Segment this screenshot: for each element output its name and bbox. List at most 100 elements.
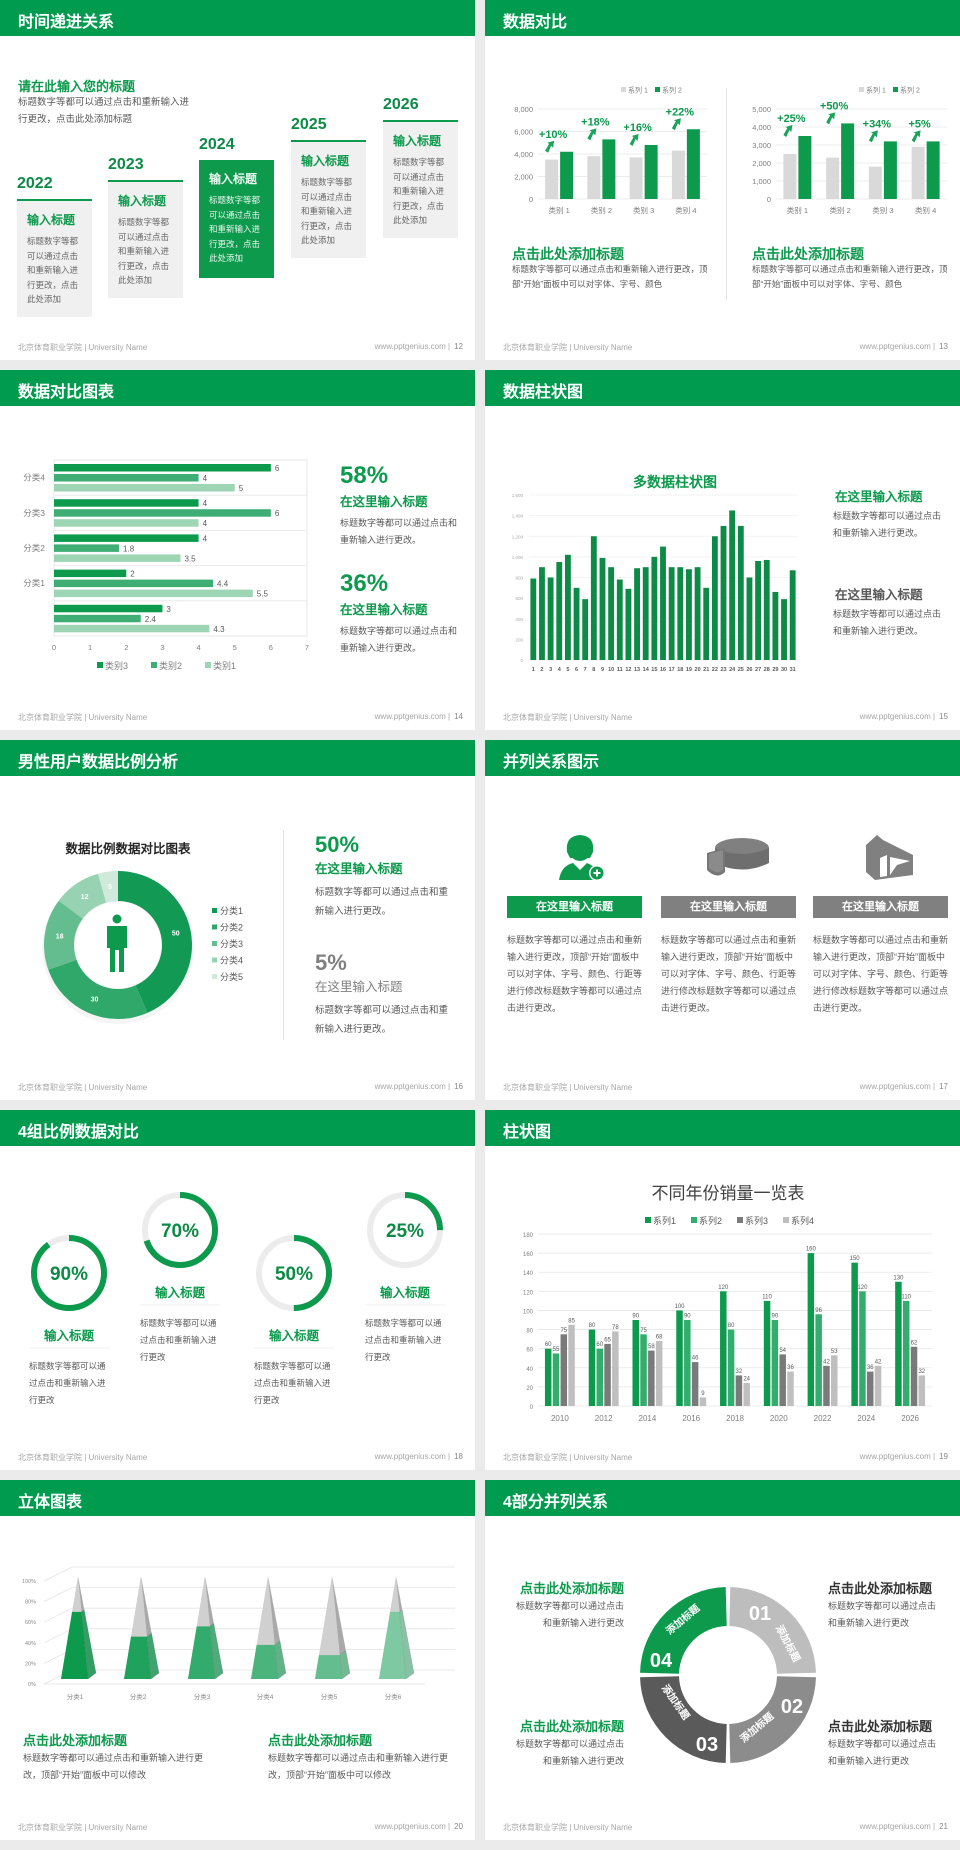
x-tick-label: 9 — [601, 667, 604, 673]
item-body[interactable]: 标题数字等都可以通过点击和重新输入进行更改，顶部“开始”面板中可以对字体、字号、… — [661, 935, 797, 1013]
x-tick-label: 31 — [790, 667, 796, 673]
bar — [629, 157, 643, 199]
x-tick-label: 2024 — [857, 1414, 875, 1423]
stat-value: 50% — [315, 832, 360, 857]
legend-swatch — [645, 1217, 651, 1223]
item-title-bar[interactable]: 在这里输入标题 — [507, 896, 642, 918]
block-heading[interactable]: 点击此处添加标题 — [23, 1733, 128, 1748]
block-heading[interactable]: 点击此处添加标题 — [519, 1719, 624, 1734]
bar — [703, 587, 710, 660]
stat-body[interactable]: 标题数字等都可以通过点击和重新输入进行更改。 — [315, 1005, 449, 1035]
item-body[interactable]: 标题数字等都可以通过点击和重新输入进行更改 — [29, 1361, 106, 1405]
y-tick-label: 160 — [523, 1252, 534, 1258]
item-heading[interactable]: 输入标题 — [268, 1329, 319, 1343]
legend-swatch — [859, 87, 864, 92]
x-tick-label: 29 — [772, 667, 778, 673]
x-tick-label: 16 — [660, 667, 666, 673]
bar — [640, 1334, 647, 1406]
stat-heading[interactable]: 在这里输入标题 — [340, 603, 428, 617]
block-body[interactable]: 标题数字等都可以通过点击和重新输入进行更改。 — [833, 609, 942, 636]
stat-body[interactable]: 标题数字等都可以通过点击和重新输入进行更改。 — [340, 518, 458, 545]
site-text: www.pptgenius.com | — [374, 1822, 451, 1831]
bar — [686, 129, 700, 199]
stat-body[interactable]: 标题数字等都可以通过点击和重新输入进行更改。 — [315, 887, 449, 917]
bar — [823, 1365, 830, 1406]
block-body[interactable]: 标题数字等都可以通过点击和重新输入进行更改，顶部“开始”面板中可以对字体、字号、… — [512, 264, 708, 289]
subtitle-desc[interactable]: 标题数字等都可以通过点击和重新输入进行更改，点击此处添加标题 — [18, 97, 190, 125]
x-tick-label: 7 — [584, 667, 587, 673]
item-body[interactable]: 标题数字等都可以通过点击和重新输入进行更改，顶部“开始”面板中可以对字体、字号、… — [507, 935, 643, 1013]
block-heading[interactable]: 点击此处添加标题 — [268, 1733, 373, 1748]
block-body[interactable]: 标题数字等都可以通过点击和重新输入进行更改 — [828, 1739, 937, 1766]
stat-value: 5% — [315, 950, 347, 975]
block-body[interactable]: 标题数字等都可以通过点击和重新输入进行更改 — [515, 1739, 624, 1766]
block-heading[interactable]: 在这里输入标题 — [835, 588, 923, 602]
step-card[interactable]: 输入标题 标题数字等都可以通过点击和重新输入进行更改，点击此处添加 — [291, 140, 366, 258]
multi-bar-chart: 多数据柱状图 0 200 400 600 800 1,000 1,200 1,400 1,600 1… — [512, 474, 797, 673]
item-heading[interactable]: 输入标题 — [379, 1286, 430, 1300]
block-body[interactable]: 标题数字等都可以通过点击和重新输入进行更改，顶部“开始”面板中可以对字体、字号、… — [752, 264, 948, 289]
growth-label: +10% — [539, 129, 568, 141]
stat-body[interactable]: 标题数字等都可以通过点击和重新输入进行更改。 — [340, 626, 458, 653]
y-tick-label: 4,000 — [514, 150, 533, 159]
slide-header: 男性用户数据比例分析 — [0, 740, 475, 776]
block-heading[interactable]: 点击此处添加标题 — [752, 246, 864, 262]
item-body[interactable]: 标题数字等都可以通过点击和重新输入进行更改 — [140, 1318, 217, 1362]
step-heading: 输入标题 — [301, 154, 350, 168]
x-tick-label: 4 — [196, 643, 200, 652]
stat-heading[interactable]: 在这里输入标题 — [340, 495, 428, 509]
bar — [902, 1300, 910, 1406]
item-title-bar[interactable]: 在这里输入标题 — [661, 896, 796, 918]
segment-number: 04 — [650, 1650, 673, 1672]
slide-20: 立体图表 0% 20% 40% 60% 80% 100% 分类1 分类2 分类3 分类4 分类5 分类… — [0, 1480, 475, 1840]
x-tick-label: 2010 — [551, 1414, 569, 1423]
bar — [859, 1291, 866, 1406]
slide-19: 柱状图 不同年份销量一览表 系列1 系列2 系列3 系列4 0 20 40 60 80 100 120… — [485, 1110, 960, 1470]
icons-layer — [559, 835, 913, 881]
block-heading[interactable]: 点击此处添加标题 — [512, 246, 624, 262]
slide-title: 数据柱状图 — [503, 384, 584, 401]
step-year: 2025 — [291, 116, 327, 133]
block-body[interactable]: 标题数字等都可以通过点击和重新输入进行更改，顶部“开始”面板中可以修改 — [23, 1753, 204, 1780]
block-heading[interactable]: 点击此处添加标题 — [828, 1581, 933, 1596]
stat-heading[interactable]: 在这里输入标题 — [315, 980, 403, 994]
block-heading[interactable]: 点击此处添加标题 — [828, 1719, 933, 1734]
block-body[interactable]: 标题数字等都可以通过点击和重新输入进行更改 — [828, 1601, 937, 1628]
item-heading[interactable]: 输入标题 — [154, 1286, 205, 1300]
data-label: 53 — [831, 1349, 838, 1355]
block-heading[interactable]: 在这里输入标题 — [835, 490, 923, 504]
pyramid-value-side — [209, 1622, 224, 1680]
bar — [588, 1329, 596, 1406]
x-tick-label: 4 — [558, 667, 562, 673]
step-card[interactable]: 输入标题 标题数字等都可以通过点击和重新输入进行更改，点击此处添加 — [199, 160, 274, 278]
step-card[interactable]: 输入标题 标题数字等都可以通过点击和重新输入进行更改，点击此处添加 — [108, 180, 183, 298]
item-body[interactable]: 标题数字等都可以通过点击和重新输入进行更改 — [254, 1361, 331, 1405]
block-body[interactable]: 标题数字等都可以通过点击和重新输入进行更改，顶部“开始”面板中可以修改 — [268, 1753, 449, 1780]
step-card[interactable]: 输入标题 标题数字等都可以通过点击和重新输入进行更改，点击此处添加 — [17, 199, 92, 317]
x-tick-label: 7 — [305, 643, 309, 652]
bar — [590, 536, 597, 660]
block-body[interactable]: 标题数字等都可以通过点击和重新输入进行更改 — [515, 1601, 624, 1628]
y-tick-label: 800 — [515, 576, 523, 581]
subtitle[interactable]: 请在此输入您的标题 — [18, 79, 136, 94]
stat-heading[interactable]: 在这里输入标题 — [315, 862, 403, 876]
pyramid-remainder — [315, 1576, 342, 1679]
y-tick-label: 5,000 — [752, 105, 771, 114]
pyramid-value-side — [339, 1649, 351, 1680]
block-heading[interactable]: 点击此处添加标题 — [519, 1581, 624, 1596]
stat-value: 36% — [340, 570, 389, 597]
item-body[interactable]: 标题数字等都可以通过点击和重新输入进行更改，顶部“开始”面板中可以对字体、字号、… — [813, 935, 949, 1013]
slide-title: 4部分并列关系 — [503, 1494, 608, 1511]
item-title-bar[interactable]: 在这里输入标题 — [813, 896, 948, 918]
x-tick-label: 17 — [669, 667, 675, 673]
bar — [54, 509, 271, 517]
data-label: 60 — [545, 1342, 552, 1348]
block-body[interactable]: 标题数字等都可以通过点击和重新输入进行更改。 — [833, 511, 942, 538]
step-heading: 输入标题 — [118, 194, 167, 208]
item-body[interactable]: 标题数字等都可以通过点击和重新输入进行更改 — [365, 1318, 442, 1362]
data-label: 160 — [806, 1247, 817, 1253]
x-tick-label: 2 — [124, 643, 128, 652]
step-card[interactable]: 输入标题 标题数字等都可以通过点击和重新输入进行更改，点击此处添加 — [383, 120, 458, 238]
item-heading[interactable]: 输入标题 — [43, 1329, 94, 1343]
x-tick-label: 2 — [540, 667, 543, 673]
